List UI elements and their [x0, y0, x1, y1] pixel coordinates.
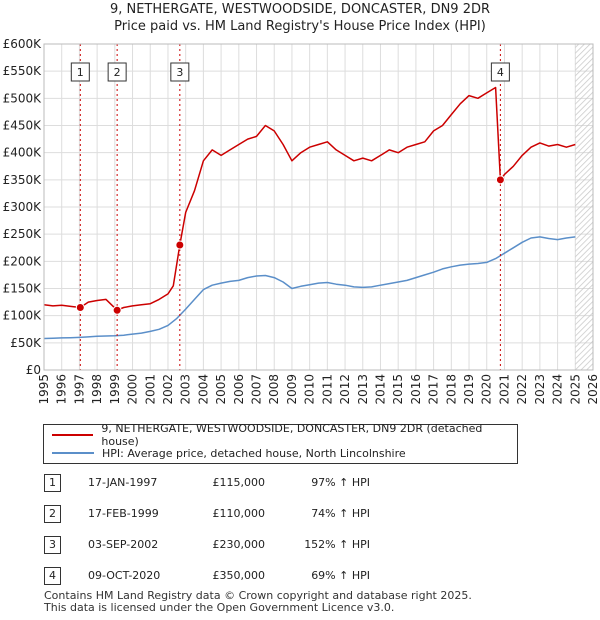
sale-point [112, 305, 122, 315]
x-tick-label: 2023 [533, 374, 547, 405]
sale-marker-label: 2 [114, 66, 121, 79]
x-tick-label: 2025 [568, 374, 582, 405]
sale-point [495, 175, 505, 185]
sale-markers: 1 2 3 4 [70, 44, 510, 370]
x-tick-label: 1998 [90, 374, 104, 405]
x-tick-label: 2013 [356, 374, 370, 405]
sale-marker-box [170, 62, 190, 82]
x-tick-label: 2024 [551, 374, 565, 405]
sale-marker-box [107, 62, 127, 82]
legend-item-hpi: HPI: Average price, detached house, Nort… [52, 445, 406, 461]
y-tick-label: £300K [3, 200, 43, 214]
x-tick-label: 1999 [108, 374, 122, 405]
series-lines [43, 86, 576, 340]
x-tick-label: 2003 [179, 374, 193, 405]
sale-hpi-change: 74% ↑ HPI [311, 507, 370, 520]
sale-price: £110,000 [212, 507, 266, 520]
hpi-line [43, 236, 576, 340]
x-tick-label: 2019 [462, 374, 476, 405]
x-tick-label: 2016 [409, 374, 423, 405]
y-tick-label: £200K [3, 254, 43, 268]
x-tick-label: 2022 [515, 374, 529, 405]
y-tick-label: £150K [3, 282, 43, 296]
sale-price: £230,000 [212, 538, 266, 551]
legend-label-property: 9, NETHERGATE, WESTWOODSIDE, DONCASTER, … [101, 422, 483, 448]
legend-swatch-property [52, 434, 94, 436]
sale-marker-box [490, 62, 510, 82]
footer-copyright: Contains HM Land Registry data © Crown c… [44, 589, 472, 602]
sale-marker-label: 3 [176, 66, 183, 79]
x-tick-label: 2011 [320, 374, 334, 405]
x-tick-label: 2026 [586, 374, 600, 405]
grid-lines [43, 43, 594, 371]
x-tick-label: 2006 [232, 374, 246, 405]
sale-price: £115,000 [212, 476, 266, 489]
y-tick-label: £400K [3, 146, 43, 160]
sale-date: 09-OCT-2020 [88, 569, 161, 582]
sale-hpi-change: 152% ↑ HPI [304, 538, 370, 551]
sale-marker-label: 4 [497, 66, 504, 79]
x-tick-label: 2001 [143, 374, 157, 405]
x-tick-label: 1995 [37, 374, 51, 405]
sale-date: 17-JAN-1997 [88, 476, 158, 489]
x-tick-label: 2020 [480, 374, 494, 405]
x-tick-label: 2005 [214, 374, 228, 405]
sale-number-badge: 3 [44, 536, 61, 554]
x-tick-label: 1997 [72, 374, 86, 405]
legend-item-property: 9, NETHERGATE, WESTWOODSIDE, DONCASTER, … [52, 422, 517, 448]
x-tick-label: 2007 [250, 374, 264, 405]
y-tick-label: £0 [26, 363, 41, 377]
price-chart: £0 £50K £100K £150K £200K £250K £300K £350K £400… [3, 37, 600, 405]
sale-date: 03-SEP-2002 [88, 538, 159, 551]
x-tick-label: 2017 [427, 374, 441, 405]
legend: 9, NETHERGATE, WESTWOODSIDE, DONCASTER, … [43, 422, 518, 464]
x-tick-label: 2008 [267, 374, 281, 405]
chart-title-line2: Price paid vs. HM Land Registry's House … [114, 19, 486, 34]
sale-point [75, 303, 85, 313]
x-tick-label: 2012 [338, 374, 352, 405]
y-axis: £0 £50K £100K £150K £200K £250K £300K £350K £400… [3, 37, 43, 377]
x-tick-label: 2021 [497, 374, 511, 405]
y-tick-label: £550K [3, 64, 43, 78]
sale-number-badge: 1 [44, 474, 61, 492]
footer-licence: This data is licensed under the Open Gov… [44, 601, 395, 614]
x-tick-label: 2014 [373, 374, 387, 405]
legend-swatch-hpi [52, 452, 94, 454]
property-price-line [43, 86, 576, 311]
sale-date: 17-FEB-1999 [88, 507, 159, 520]
y-tick-label: £50K [10, 336, 42, 350]
x-tick-label: 2004 [196, 374, 210, 405]
x-tick-label: 2002 [161, 374, 175, 405]
legend-label-hpi: HPI: Average price, detached house, Nort… [102, 446, 406, 460]
sale-number-badge: 2 [44, 505, 61, 523]
y-tick-label: £600K [3, 37, 43, 51]
y-tick-label: £350K [3, 173, 43, 187]
sale-hpi-change: 97% ↑ HPI [311, 476, 370, 489]
sale-hpi-change: 69% ↑ HPI [311, 569, 370, 582]
sale-marker-label: 1 [77, 66, 84, 79]
chart-title-line1: 9, NETHERGATE, WESTWOODSIDE, DONCASTER, … [109, 2, 491, 17]
sale-point [175, 240, 185, 250]
x-tick-label: 2009 [285, 374, 299, 405]
y-tick-label: £500K [3, 91, 43, 105]
plot-border [43, 43, 594, 371]
x-tick-label: 2018 [444, 374, 458, 405]
y-tick-label: £250K [3, 227, 43, 241]
y-tick-label: £450K [3, 119, 43, 133]
sale-number-badge: 4 [44, 567, 61, 585]
x-tick-label: 2000 [126, 374, 140, 405]
x-tick-label: 1996 [55, 374, 69, 405]
y-tick-label: £100K [3, 309, 43, 323]
x-tick-label: 2010 [303, 374, 317, 405]
future-hatched-region [575, 44, 593, 370]
x-axis: 1995 1996 1997 1998 1999 2000 2001 2002 2003 2004… [37, 374, 600, 405]
sale-marker-box [70, 62, 90, 82]
x-tick-label: 2015 [391, 374, 405, 405]
sale-price: £350,000 [212, 569, 266, 582]
